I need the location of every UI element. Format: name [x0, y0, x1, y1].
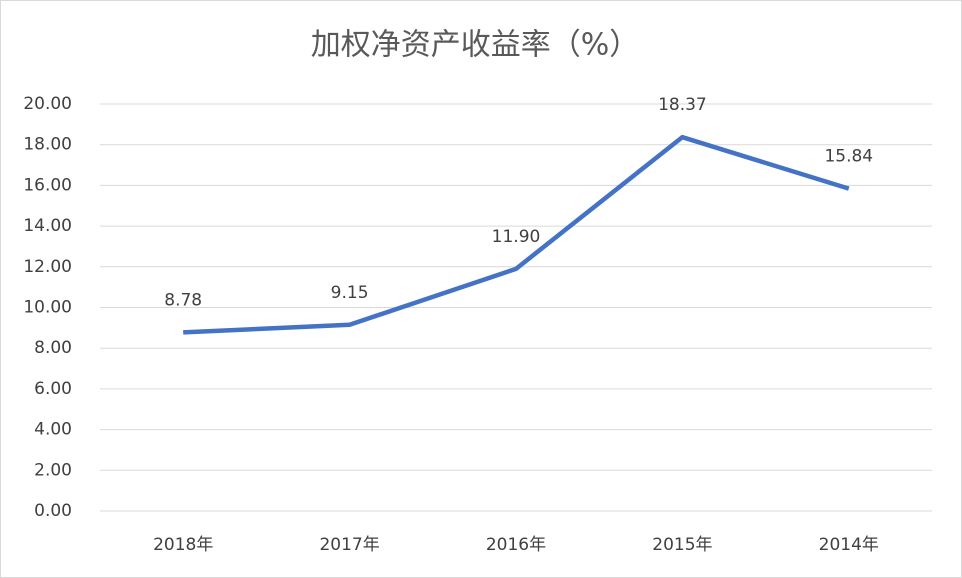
y-tick-label: 18.00: [23, 135, 72, 155]
x-tick-label: 2017年: [319, 535, 379, 555]
x-tick-label: 2018年: [153, 535, 213, 555]
x-tick-label: 2014年: [819, 535, 879, 555]
data-label: 15.84: [824, 147, 873, 167]
y-tick-label: 6.00: [34, 379, 72, 399]
y-tick-label: 10.00: [23, 298, 72, 318]
x-tick-label: 2016年: [486, 535, 546, 555]
chart-title: 加权净资产收益率（%）: [311, 28, 640, 63]
y-tick-label: 16.00: [23, 175, 72, 195]
y-tick-label: 0.00: [34, 501, 72, 521]
y-tick-label: 2.00: [34, 460, 72, 480]
x-tick-label: 2015年: [652, 535, 712, 555]
data-label: 8.78: [164, 290, 202, 310]
y-tick-label: 8.00: [34, 338, 72, 358]
y-tick-label: 12.00: [23, 257, 72, 277]
data-label: 18.37: [658, 95, 707, 115]
y-tick-label: 4.00: [34, 420, 72, 440]
data-label: 9.15: [331, 283, 369, 303]
y-tick-label: 14.00: [23, 216, 72, 236]
y-tick-label: 20.00: [23, 94, 72, 114]
data-label: 11.90: [492, 227, 541, 247]
data-line: [183, 134, 850, 335]
